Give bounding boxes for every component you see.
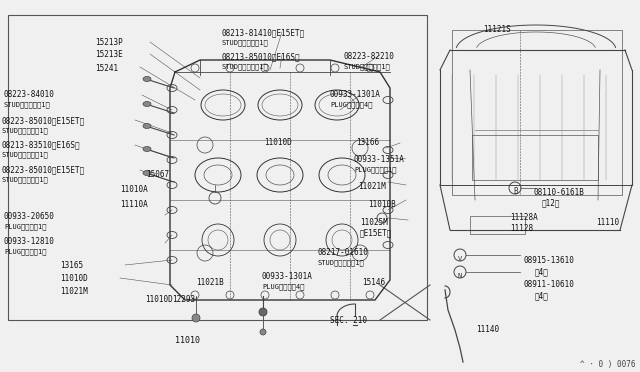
Ellipse shape (143, 102, 151, 106)
Text: 11010D: 11010D (145, 295, 173, 304)
Text: PLUGプラグ（1）: PLUGプラグ（1） (354, 166, 397, 173)
Text: 00933-1351A: 00933-1351A (354, 155, 405, 164)
Text: 11010: 11010 (175, 336, 200, 345)
Text: PLUGプラグ（4）: PLUGプラグ（4） (262, 283, 305, 290)
Text: STUDスタッド（1）: STUDスタッド（1） (4, 101, 51, 108)
Text: STUDスタッド（1）: STUDスタッド（1） (318, 259, 365, 266)
Text: 12293: 12293 (172, 295, 195, 304)
Text: PLUGプラグ（4）: PLUGプラグ（4） (330, 101, 372, 108)
Text: 11010A: 11010A (120, 185, 148, 194)
Text: 08213-85010（E16S）: 08213-85010（E16S） (222, 52, 301, 61)
Text: （4）: （4） (535, 291, 549, 300)
Circle shape (192, 314, 200, 322)
Text: 11110: 11110 (596, 218, 619, 227)
Text: STUDスタッド（1）: STUDスタッド（1） (222, 39, 269, 46)
Text: SEC. 210: SEC. 210 (330, 316, 367, 325)
Bar (472, 135, 598, 180)
Text: 11010D: 11010D (60, 274, 88, 283)
Ellipse shape (143, 124, 151, 128)
Text: 15146: 15146 (362, 278, 385, 287)
Text: 15213E: 15213E (95, 50, 123, 59)
Text: 08223-84010: 08223-84010 (4, 90, 55, 99)
Text: 15067: 15067 (146, 170, 169, 179)
Text: PLUGプラグ（1）: PLUGプラグ（1） (4, 248, 47, 254)
Text: 00933-12810: 00933-12810 (4, 237, 55, 246)
Text: 00933-20650: 00933-20650 (4, 212, 55, 221)
Text: 11128: 11128 (510, 224, 533, 233)
Bar (8, 15, 427, 320)
Text: 15241: 15241 (95, 64, 118, 73)
Text: 11128A: 11128A (510, 213, 538, 222)
Text: 15213P: 15213P (95, 38, 123, 47)
Text: STUDスタッド（1）: STUDスタッド（1） (344, 63, 391, 70)
Text: 11010B: 11010B (368, 200, 396, 209)
Text: （E15ET）: （E15ET） (360, 228, 392, 237)
Text: 08223-85010（E15ET）: 08223-85010（E15ET） (2, 116, 85, 125)
Ellipse shape (143, 77, 151, 81)
Text: PLUGプラグ（1）: PLUGプラグ（1） (4, 223, 47, 230)
Text: （4）: （4） (535, 267, 549, 276)
Text: 11121S: 11121S (483, 25, 511, 34)
Text: 11021M: 11021M (358, 182, 386, 191)
Text: 11025M: 11025M (360, 218, 388, 227)
Text: STUDスタッド（1）: STUDスタッド（1） (2, 127, 49, 134)
Text: 11021B: 11021B (196, 278, 224, 287)
Text: 11010D: 11010D (264, 138, 292, 147)
Bar (470, 216, 525, 234)
Circle shape (259, 308, 267, 316)
Text: 11140: 11140 (476, 325, 499, 334)
Text: 08217-01610: 08217-01610 (318, 248, 369, 257)
Text: 13166: 13166 (356, 138, 379, 147)
Text: 08213-83510（E16S）: 08213-83510（E16S） (2, 140, 81, 149)
Bar (452, 30, 622, 195)
Ellipse shape (143, 170, 151, 176)
Text: V: V (458, 256, 462, 262)
Text: STUDスタッド（1）: STUDスタッド（1） (2, 176, 49, 183)
Text: 08223-85010（E15ET）: 08223-85010（E15ET） (2, 165, 85, 174)
Text: （12）: （12） (542, 198, 561, 207)
Text: 00933-1301A: 00933-1301A (262, 272, 313, 281)
Text: 08915-13610: 08915-13610 (524, 256, 575, 265)
Text: STUDスタッド（1）: STUDスタッド（1） (222, 63, 269, 70)
Text: ^ · 0 ) 0076: ^ · 0 ) 0076 (580, 360, 636, 369)
Circle shape (260, 329, 266, 335)
Text: B: B (513, 187, 518, 196)
Text: 08213-81410（E15ET）: 08213-81410（E15ET） (222, 28, 305, 37)
Ellipse shape (143, 147, 151, 151)
Text: 08911-10610: 08911-10610 (524, 280, 575, 289)
Text: 11110A: 11110A (120, 200, 148, 209)
Text: STUDスタッド（1）: STUDスタッド（1） (2, 151, 49, 158)
Text: 11021M: 11021M (60, 287, 88, 296)
Text: 13165: 13165 (60, 261, 83, 270)
Text: 08223-82210: 08223-82210 (344, 52, 395, 61)
Text: 08110-6161B: 08110-6161B (533, 188, 584, 197)
Text: N: N (458, 273, 462, 279)
Text: 00933-1301A: 00933-1301A (330, 90, 381, 99)
